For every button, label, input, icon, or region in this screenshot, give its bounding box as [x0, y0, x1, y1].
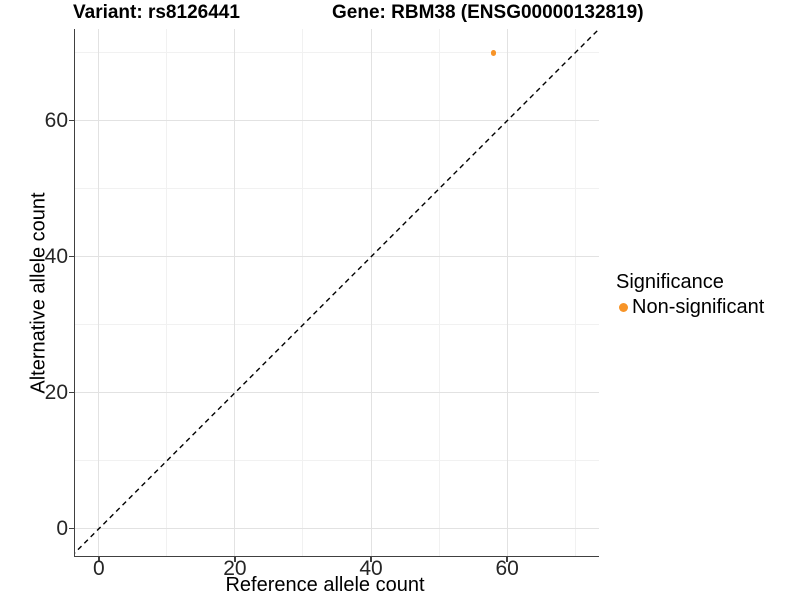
- x-tick-label: 20: [223, 557, 247, 580]
- y-tick-mark: [69, 120, 74, 122]
- gridline-x-minor: [166, 29, 168, 556]
- x-tick-mark: [98, 557, 100, 562]
- x-tick-label: 0: [92, 557, 105, 580]
- y-tick-mark: [69, 256, 74, 258]
- y-tick-label: 0: [56, 517, 68, 541]
- gridline-x-major: [370, 29, 372, 556]
- y-tick-mark: [69, 528, 74, 530]
- gridline-y-major: [75, 528, 599, 530]
- gridline-y-major: [75, 392, 599, 394]
- gridline-y-minor: [75, 324, 599, 326]
- plot-title-gene: Gene: RBM38 (ENSG00000132819): [332, 2, 644, 23]
- plot-panel: [75, 29, 599, 556]
- y-axis-title: Alternative allele count: [27, 192, 50, 394]
- legend-item-non-significant: Non-significant: [615, 295, 765, 318]
- x-tick-mark: [506, 557, 508, 562]
- identity-line: [75, 29, 599, 554]
- legend-point-icon: [619, 302, 628, 312]
- legend-title: Significance: [616, 271, 724, 293]
- gridline-x-major: [234, 29, 236, 556]
- gridline-x-minor: [438, 29, 440, 556]
- x-tick-mark: [370, 557, 372, 562]
- x-tick-label: 60: [495, 557, 519, 580]
- y-tick-label: 60: [44, 109, 68, 133]
- legend-item-label: Non-significant: [632, 295, 765, 318]
- y-tick-label: 40: [44, 245, 68, 269]
- legend-key: [615, 302, 632, 312]
- legend: Significance Non-significant: [615, 271, 765, 318]
- data-point: [490, 50, 497, 56]
- plot-title-variant: Variant: rs8126441: [73, 2, 240, 23]
- x-axis-line: [73, 555, 600, 558]
- gridline-x-major: [98, 29, 100, 556]
- gridline-y-minor: [75, 52, 599, 54]
- gridline-y-minor: [75, 460, 599, 462]
- x-axis-title: Reference allele count: [225, 574, 425, 596]
- gridline-y-minor: [75, 188, 599, 190]
- x-tick-mark: [234, 557, 236, 562]
- gridline-y-major: [75, 256, 599, 258]
- y-axis-line: [73, 29, 76, 558]
- gridline-x-minor: [574, 29, 576, 556]
- y-tick-mark: [69, 392, 74, 394]
- gridline-x-major: [506, 29, 508, 556]
- x-tick-label: 40: [359, 557, 383, 580]
- gridline-y-major: [75, 120, 599, 122]
- gridline-x-minor: [302, 29, 304, 556]
- y-tick-label: 20: [44, 381, 68, 405]
